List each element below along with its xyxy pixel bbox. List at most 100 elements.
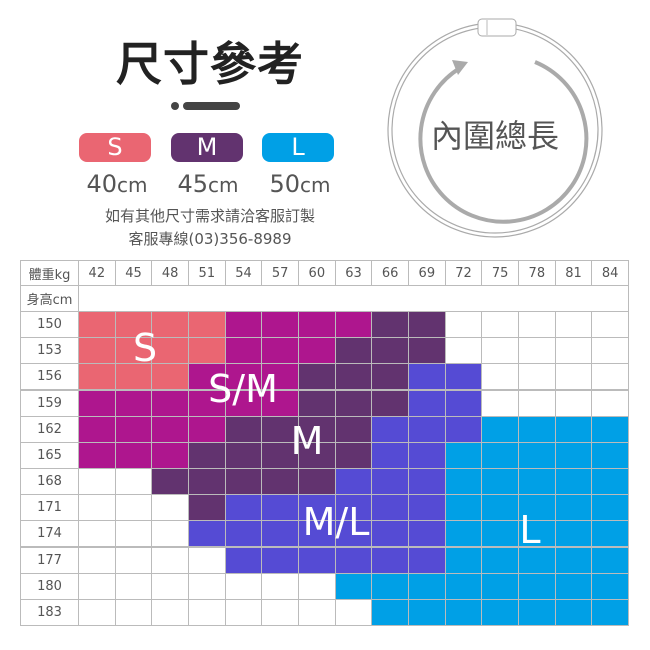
size-cell-M [261, 468, 299, 496]
size-cell-L [518, 598, 556, 626]
size-cell-W [481, 389, 519, 417]
size-cell-L [554, 520, 593, 548]
size-cell-W [591, 363, 629, 391]
size-cell-S [188, 337, 226, 365]
size-cell-W [114, 520, 153, 548]
size-cell-L [408, 598, 446, 626]
weight-label: 45 [114, 260, 153, 286]
size-cell-W [591, 337, 629, 365]
size-cell-L [554, 415, 593, 443]
size-cell-M [334, 363, 373, 391]
size-cell-W [78, 546, 116, 574]
size-cell-M [224, 441, 263, 469]
size-cell-W [518, 389, 556, 417]
size-cell-B [371, 415, 409, 443]
service-phone: 客服專線(03)356-8989 [128, 230, 292, 248]
size-cell-L [444, 572, 483, 600]
size-cell-B [334, 468, 373, 496]
size-badge-m: M [171, 133, 243, 162]
size-cell-M [188, 494, 226, 522]
size-cell-L [518, 441, 556, 469]
size-cell-M [151, 468, 189, 496]
size-cell-M [408, 311, 446, 339]
size-cell-P [261, 363, 299, 391]
size-cell-P [334, 311, 373, 339]
size-cell-W [261, 572, 299, 600]
size-cell-L [591, 441, 629, 469]
size-badge-l: L [262, 133, 334, 162]
size-cell-W [518, 337, 556, 365]
size-cell-S [151, 337, 189, 365]
size-cell-W [481, 311, 519, 339]
size-cell-L [334, 572, 373, 600]
size-cell-W [554, 337, 593, 365]
size-cell-B [408, 415, 446, 443]
clasp-icon [477, 18, 517, 37]
size-cell-L [554, 494, 593, 522]
size-cell-B [408, 494, 446, 522]
size-cell-W [554, 389, 593, 417]
size-cell-W [151, 494, 189, 522]
size-cell-B [334, 546, 373, 574]
size-cell-M [371, 363, 409, 391]
weight-label: 57 [261, 260, 299, 286]
height-label: 159 [20, 389, 79, 417]
weight-label: 60 [298, 260, 336, 286]
size-cell-L [481, 572, 519, 600]
size-cell-L [591, 598, 629, 626]
size-cell-L [444, 546, 483, 574]
size-cell-S [78, 363, 116, 391]
height-label: 174 [20, 520, 79, 548]
size-cell-B [298, 546, 336, 574]
size-cell-P [78, 415, 116, 443]
size-cell-B [188, 520, 226, 548]
size-cell-P [261, 337, 299, 365]
size-cell-M [334, 389, 373, 417]
size-cell-B [444, 389, 483, 417]
size-cell-L [554, 468, 593, 496]
size-cell-L [554, 546, 593, 574]
height-label: 150 [20, 311, 79, 339]
size-cell-W [78, 598, 116, 626]
weight-label: 63 [334, 260, 373, 286]
size-cell-B [371, 520, 409, 548]
size-cell-L [591, 468, 629, 496]
size-cell-M [298, 389, 336, 417]
decorative-bar [183, 102, 240, 110]
size-cell-B [444, 363, 483, 391]
size-cell-P [188, 415, 226, 443]
size-cell-S [78, 337, 116, 365]
size-cell-P [78, 441, 116, 469]
height-header: 身高cm [20, 285, 79, 312]
size-cell-B [408, 468, 446, 496]
size-badge-s: S [79, 133, 151, 162]
weight-label: 69 [408, 260, 446, 286]
size-cell-B [371, 468, 409, 496]
size-cell-B [371, 441, 409, 469]
size-cell-P [261, 389, 299, 417]
size-cell-L [481, 494, 519, 522]
size-cell-L [444, 441, 483, 469]
size-cell-W [444, 337, 483, 365]
size-cell-P [188, 389, 226, 417]
weight-label: 48 [151, 260, 189, 286]
size-cell-S [188, 311, 226, 339]
weight-label: 81 [554, 260, 593, 286]
size-cell-L [554, 572, 593, 600]
size-cell-B [408, 389, 446, 417]
size-cell-P [114, 441, 153, 469]
height-label: 162 [20, 415, 79, 443]
size-cell-B [408, 441, 446, 469]
size-cell-B [371, 546, 409, 574]
size-cell-W [298, 572, 336, 600]
zone-label: L [519, 508, 541, 552]
custom-size-note: 如有其他尺寸需求請洽客服訂製 [104, 207, 315, 225]
size-cell-B [444, 415, 483, 443]
size-cell-P [224, 337, 263, 365]
weight-header: 體重kg [20, 260, 79, 286]
height-label: 165 [20, 441, 79, 469]
size-cell-L [371, 572, 409, 600]
size-cell-L [481, 468, 519, 496]
size-cell-W [444, 311, 483, 339]
size-cell-M [188, 441, 226, 469]
